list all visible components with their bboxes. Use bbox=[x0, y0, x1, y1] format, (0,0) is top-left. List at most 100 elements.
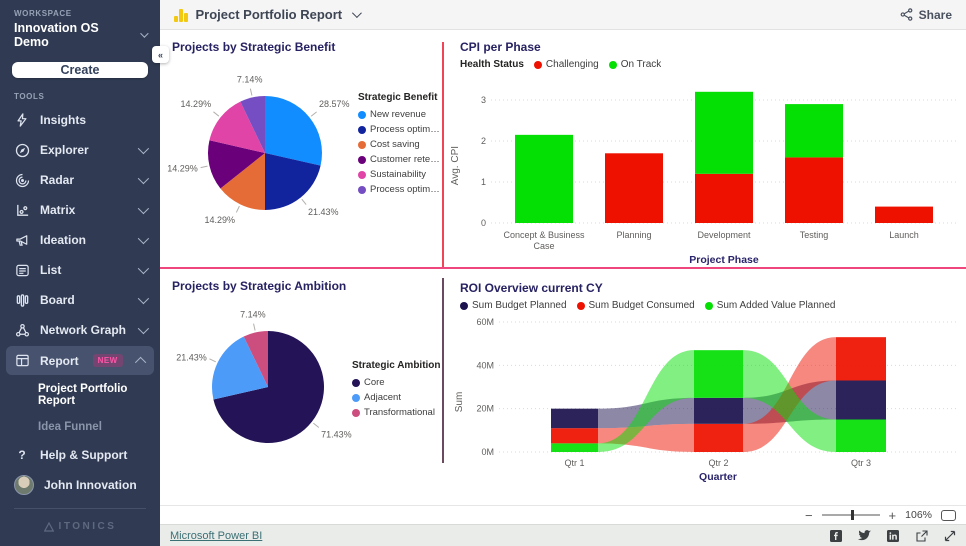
chevron-down-icon[interactable] bbox=[352, 8, 362, 19]
zoom-slider-handle[interactable] bbox=[850, 510, 854, 520]
avatar bbox=[14, 475, 34, 495]
svg-text:21.43%: 21.43% bbox=[176, 352, 207, 362]
fit-to-page-icon[interactable] bbox=[941, 509, 956, 521]
legend-dot bbox=[358, 110, 366, 119]
legend-title: Strategic Benefit bbox=[358, 92, 438, 103]
svg-text:20M: 20M bbox=[476, 404, 494, 414]
share-export-icon[interactable] bbox=[915, 529, 928, 542]
share-icon bbox=[900, 8, 913, 21]
powerbi-zoom-bar: − + 106% bbox=[160, 505, 966, 524]
sidebar-bottom: ? Help & Support John Innovation ITONICS bbox=[0, 440, 160, 546]
zoom-out-button[interactable]: − bbox=[804, 507, 813, 523]
sidebar-item-board[interactable]: Board bbox=[0, 285, 160, 315]
twitter-icon[interactable] bbox=[858, 530, 871, 541]
svg-text:Qtr 2: Qtr 2 bbox=[708, 458, 728, 468]
main-area: Project Portfolio Report Share Projects … bbox=[160, 0, 966, 546]
sidebar-item-network-graph[interactable]: Network Graph bbox=[0, 315, 160, 345]
sidebar-item-list[interactable]: List bbox=[0, 255, 160, 285]
legend-dot bbox=[576, 301, 585, 310]
legend-item[interactable]: Sum Added Value Planned bbox=[704, 300, 835, 311]
legend-title: Strategic Ambition bbox=[352, 360, 441, 371]
new-badge: NEW bbox=[92, 354, 123, 367]
report-canvas: Projects by Strategic Benefit 28.57% 21.4… bbox=[160, 30, 966, 505]
legend-item[interactable]: Transformational bbox=[352, 407, 442, 418]
brand-text: ITONICS bbox=[58, 521, 117, 532]
svg-text:7.14%: 7.14% bbox=[240, 310, 266, 320]
legend-item[interactable]: Sum Budget Planned bbox=[460, 300, 567, 311]
share-button[interactable]: Share bbox=[900, 8, 952, 22]
legend-item[interactable]: Challenging bbox=[533, 59, 599, 70]
legend-item[interactable]: Sum Budget Consumed bbox=[576, 300, 695, 311]
chevron-down-icon bbox=[137, 292, 150, 305]
divider-vertical-bottom bbox=[442, 278, 444, 463]
workspace-label: WORKSPACE bbox=[14, 9, 72, 18]
facebook-icon[interactable] bbox=[830, 529, 842, 542]
linkedin-icon[interactable] bbox=[887, 529, 899, 542]
panel-cpi-per-phase: CPI per Phase Health Status Challenging … bbox=[444, 30, 966, 267]
sidebar-collapse-button[interactable]: « bbox=[152, 46, 169, 63]
legend-item[interactable]: Process optimiz... bbox=[358, 124, 440, 135]
legend-dot bbox=[358, 170, 366, 179]
help-support-label: Help & Support bbox=[40, 448, 128, 462]
help-support-item[interactable]: ? Help & Support bbox=[0, 440, 160, 470]
compass-icon bbox=[14, 142, 30, 158]
roi-ribbon-chart[interactable]: 0M 20M 40M 60M Qtr 1 Qtr 2 Qtr 3 Quarter Sum bbox=[444, 315, 966, 500]
network-graph-icon bbox=[14, 322, 30, 338]
svg-text:21.43%: 21.43% bbox=[308, 207, 339, 217]
workspace-switcher[interactable]: Innovation OS Demo bbox=[14, 21, 149, 49]
chart-title: ROI Overview current CY bbox=[460, 281, 603, 295]
legend-item[interactable]: Adjacent bbox=[352, 392, 442, 403]
legend-item[interactable]: New revenue bbox=[358, 109, 440, 120]
sidebar-item-explorer[interactable]: Explorer bbox=[0, 135, 160, 165]
svg-text:0: 0 bbox=[481, 218, 486, 228]
workspace-name: Innovation OS Demo bbox=[14, 21, 99, 49]
user-menu-item[interactable]: John Innovation bbox=[0, 470, 160, 500]
matrix-chart-icon bbox=[14, 202, 30, 218]
svg-text:0M: 0M bbox=[481, 447, 494, 457]
chevron-up-icon bbox=[134, 356, 147, 368]
megaphone-icon bbox=[14, 232, 30, 248]
sidebar-item-matrix[interactable]: Matrix bbox=[0, 195, 160, 225]
powerbi-icon bbox=[174, 8, 188, 22]
strategic-benefit-pie-chart[interactable]: 28.57% 21.43% 14.29% 14.29% 14.29% 7.14% bbox=[160, 56, 442, 261]
divider-vertical-top bbox=[442, 42, 444, 267]
divider-horizontal bbox=[160, 267, 966, 269]
chart-title: Projects by Strategic Benefit bbox=[172, 40, 336, 54]
sidebar-item-insights[interactable]: Insights bbox=[0, 105, 160, 135]
svg-text:14.29%: 14.29% bbox=[181, 99, 212, 109]
sidebar-item-label: Explorer bbox=[40, 143, 89, 157]
sidebar-item-ideation[interactable]: Ideation bbox=[0, 225, 160, 255]
lightning-icon bbox=[14, 112, 30, 128]
legend-item[interactable]: Sustainability bbox=[358, 169, 440, 180]
sidebar-item-radar[interactable]: Radar bbox=[0, 165, 160, 195]
svg-text:1: 1 bbox=[481, 177, 486, 187]
strategic-ambition-pie-chart[interactable]: 71.43% 21.43% 7.14% bbox=[160, 295, 442, 505]
sidebar-subitem-idea-funnel[interactable]: Idea Funnel bbox=[38, 421, 102, 433]
svg-text:Concept & Business: Concept & Business bbox=[503, 230, 585, 240]
powerbi-link[interactable]: Microsoft Power BI bbox=[170, 529, 263, 542]
sidebar-item-report[interactable]: Report NEW bbox=[6, 346, 154, 375]
sidebar-item-label: Network Graph bbox=[40, 323, 127, 337]
sidebar-subitem-project-portfolio-report[interactable]: Project Portfolio Report bbox=[38, 383, 128, 407]
svg-text:Case: Case bbox=[533, 241, 554, 251]
sidebar-item-label: Ideation bbox=[40, 233, 87, 247]
legend-item[interactable]: Cost saving bbox=[358, 139, 440, 150]
legend-item[interactable]: Customer reten... bbox=[358, 154, 440, 165]
legend-dot bbox=[358, 185, 366, 194]
fullscreen-icon[interactable] bbox=[944, 530, 956, 542]
legend-dot bbox=[352, 378, 360, 387]
zoom-in-button[interactable]: + bbox=[888, 507, 897, 523]
legend-item[interactable]: Process optimiz... bbox=[358, 184, 440, 195]
legend-item[interactable]: On Track bbox=[608, 59, 661, 70]
zoom-slider[interactable] bbox=[821, 510, 880, 520]
create-button[interactable]: Create bbox=[12, 62, 148, 78]
roi-legend: Sum Budget Planned Sum Budget Consumed S… bbox=[444, 295, 966, 311]
legend-dot bbox=[358, 140, 366, 149]
legend-item[interactable]: Core bbox=[352, 377, 442, 388]
health-status-legend: Health Status Challenging On Track bbox=[444, 54, 966, 70]
svg-text:Testing: Testing bbox=[800, 230, 829, 240]
legend-dot bbox=[704, 301, 713, 310]
radar-icon bbox=[14, 172, 30, 188]
